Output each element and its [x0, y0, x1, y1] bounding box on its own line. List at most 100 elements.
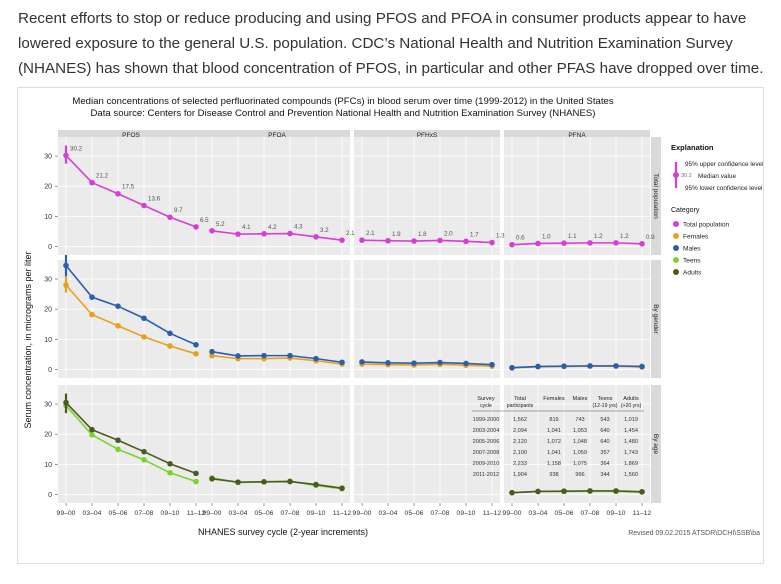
strip-label-pfna: PFNA [568, 132, 586, 139]
data-label: 13.6 [148, 195, 161, 202]
table-cell: 1,158 [547, 461, 561, 467]
data-point-adults [167, 460, 173, 467]
x-tick-label: 99–00 [57, 510, 76, 517]
data-label: 0.6 [516, 235, 525, 242]
data-label: 4.1 [242, 224, 251, 231]
data-point-females [193, 351, 199, 357]
data-point-females [167, 343, 173, 349]
data-point-females [209, 352, 215, 359]
data-label: 1.7 [470, 231, 479, 238]
data-point-total-population [437, 237, 443, 244]
series-line-males [361, 361, 493, 366]
series-line-total-population [65, 154, 197, 228]
y-tick-label: 20 [44, 432, 52, 439]
data-point-males [489, 361, 495, 368]
table-header: Survey [477, 396, 495, 402]
data-point-total-population [339, 237, 345, 243]
row-strip-label: Total population [652, 173, 659, 219]
series-line-total-population [361, 239, 493, 244]
y-tick-label: 0 [48, 367, 52, 374]
table-cell: 2003-2004 [473, 428, 500, 434]
data-point-total-population [535, 240, 541, 247]
data-point-total-population [313, 234, 319, 240]
data-label: 2.0 [444, 230, 453, 237]
data-point-total-population [509, 241, 515, 248]
table-cell: 1999-2000 [473, 417, 500, 423]
table-cell: 1,059 [573, 450, 587, 456]
data-point-males [359, 359, 365, 365]
table-cell: 2,100 [513, 450, 527, 456]
data-label: 1.2 [594, 233, 603, 240]
table-header: Adults [623, 396, 639, 402]
table-cell: 543 [600, 417, 609, 423]
data-point-adults [63, 399, 69, 406]
legend-median-value: Median value [698, 173, 736, 180]
table-cell: 1,480 [624, 439, 638, 445]
row-strip [651, 385, 661, 503]
series-line-adults [65, 402, 197, 475]
strip-pfoa [204, 130, 350, 139]
table-cell: 2,233 [513, 461, 527, 467]
x-axis-label: NHANES survey cycle (2-year increments) [198, 527, 368, 537]
x-tick-label: 11–12 [333, 510, 352, 517]
panel-bg [354, 137, 500, 255]
table-cell: 364 [600, 461, 609, 467]
series-line-females [65, 284, 197, 355]
data-point-males [639, 363, 645, 370]
data-label: 1.9 [392, 231, 401, 238]
data-point-adults [193, 470, 199, 477]
data-label: 2.1 [366, 230, 375, 237]
series-line-teens [65, 405, 197, 483]
table-header: Males [573, 396, 588, 402]
data-point-adults [235, 479, 241, 485]
data-point-males [313, 355, 319, 362]
legend-item: Males [683, 246, 701, 253]
legend-swatch [673, 269, 679, 275]
data-point-males [89, 294, 95, 300]
panel-bg [504, 260, 650, 378]
series-line-females [211, 354, 343, 365]
series-line-adults [211, 478, 343, 489]
data-label: 6.5 [200, 217, 209, 224]
table-cell: 2007-2008 [473, 450, 500, 456]
data-point-total-population [463, 238, 469, 245]
y-tick-label: 30 [44, 277, 52, 284]
data-point-total-population [411, 238, 417, 244]
plot-area: PFOS PFOA PFHxS PFNA Total population 0 10 20 30… [44, 130, 661, 517]
x-tick-label: 03–04 [529, 510, 548, 517]
data-point-total-population [639, 240, 645, 247]
data-point-total-population [287, 230, 293, 237]
data-point-males [287, 352, 293, 359]
table-header-sub: cycle [480, 403, 492, 409]
data-label: 0.9 [646, 234, 655, 241]
panel-bg [504, 385, 650, 503]
row-strip [651, 137, 661, 255]
legend-explanation-title: Explanation [671, 143, 714, 152]
data-point-teens [167, 469, 173, 476]
table-header-sub: (>20 yrs) [621, 403, 642, 409]
x-tick-label: 03–04 [379, 510, 398, 517]
table-cell: 1,562 [513, 417, 527, 423]
data-point-females [89, 311, 95, 318]
data-point-males [437, 359, 443, 366]
table-cell: 640 [600, 428, 609, 434]
data-point-males [411, 360, 417, 366]
x-tick-label: 07–08 [281, 510, 300, 517]
data-point-males [535, 363, 541, 370]
panel-bg [58, 260, 204, 378]
data-label: 30.2 [70, 145, 83, 152]
x-tick-label: 11–12 [483, 510, 502, 517]
chart-legend: Explanation 30.2 95% upper confidence leve… [671, 143, 764, 277]
strip-pfhxs [354, 130, 500, 139]
data-point-males [463, 360, 469, 367]
data-label: 5.2 [216, 221, 225, 228]
data-label: 1.8 [418, 231, 427, 238]
data-point-total-population [359, 237, 365, 243]
data-label: 4.3 [294, 224, 303, 231]
table-cell: 966 [575, 472, 584, 478]
table-cell: 1,560 [624, 472, 638, 478]
data-point-females [115, 322, 121, 329]
strip-label-pfoa: PFOA [268, 132, 286, 139]
data-point-males [193, 341, 199, 348]
